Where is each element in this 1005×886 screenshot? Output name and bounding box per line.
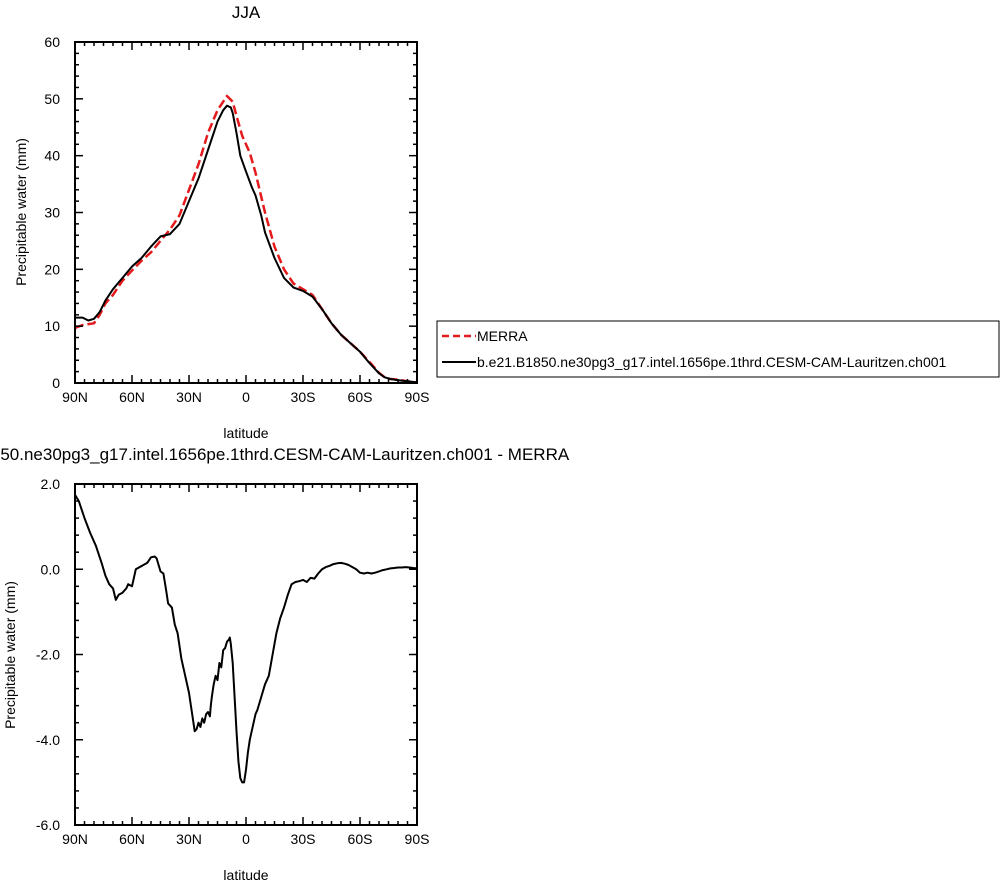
top-ticks-layer: 90N 60N 30N 0 30S 60S 90S 0 10 20 30 40 50 60	[44, 34, 429, 405]
bottom-chart-title: b.e21.B1850.ne30pg3_g17.intel.1656pe.1th…	[0, 445, 570, 464]
x-tick-label: 90S	[405, 389, 430, 405]
x-tick-label: 0	[242, 831, 250, 847]
legend: MERRA b.e21.B1850.ne30pg3_g17.intel.1656…	[436, 320, 1000, 378]
x-tick-label: 60N	[119, 389, 145, 405]
top-panel: JJA 90N 60N 30N 0 30S 60S 90S 0 10 20 30 40 50 60 lat…	[13, 3, 429, 441]
y-tick-label: 50	[44, 91, 60, 107]
x-tick-label: 60N	[119, 831, 145, 847]
bottom-ticks-layer: 90N 60N 30N 0 30S 60S 90S 2.0 0.0 -2.0 -4.0 -6.0	[36, 476, 430, 847]
top-series-layer	[74, 94, 418, 384]
y-tick-label: -6.0	[36, 817, 60, 833]
y-tick-label: 20	[44, 261, 60, 277]
y-tick-label: 30	[44, 205, 60, 221]
bottom-panel: b.e21.B1850.ne30pg3_g17.intel.1656pe.1th…	[0, 445, 570, 883]
x-tick-label: 90S	[405, 831, 430, 847]
x-tick-label: 90N	[62, 831, 88, 847]
x-tick-label: 30S	[291, 389, 316, 405]
top-x-axis-label: latitude	[223, 425, 268, 441]
bottom-series-layer	[74, 494, 418, 784]
x-tick-label: 30N	[176, 389, 202, 405]
legend-label-model: b.e21.B1850.ne30pg3_g17.intel.1656pe.1th…	[477, 354, 947, 370]
x-tick-label: 60S	[348, 831, 373, 847]
x-tick-label: 30N	[176, 831, 202, 847]
y-tick-label: 60	[44, 34, 60, 50]
series-line-1-0	[74, 494, 418, 784]
y-tick-label: 40	[44, 148, 60, 164]
bottom-x-axis-label: latitude	[223, 867, 268, 883]
y-tick-label: 2.0	[41, 476, 61, 492]
x-tick-label: 60S	[348, 389, 373, 405]
bottom-y-axis-label: Precipitable water (mm)	[2, 581, 18, 729]
top-y-axis-label: Precipitable water (mm)	[13, 138, 29, 286]
y-tick-label: -2.0	[36, 647, 60, 663]
series-line-0-0	[74, 94, 418, 384]
series-line-0-1	[75, 104, 418, 384]
y-tick-label: -4.0	[36, 732, 60, 748]
legend-label-merra: MERRA	[477, 328, 528, 344]
top-chart-title: JJA	[232, 3, 261, 22]
x-tick-label: 90N	[62, 389, 88, 405]
top-plot-frame	[74, 41, 418, 384]
y-tick-label: 0.0	[41, 561, 61, 577]
x-tick-label: 0	[242, 389, 250, 405]
y-tick-label: 0	[52, 375, 60, 391]
y-tick-label: 10	[44, 318, 60, 334]
x-tick-label: 30S	[291, 831, 316, 847]
legend-box	[436, 320, 1000, 378]
